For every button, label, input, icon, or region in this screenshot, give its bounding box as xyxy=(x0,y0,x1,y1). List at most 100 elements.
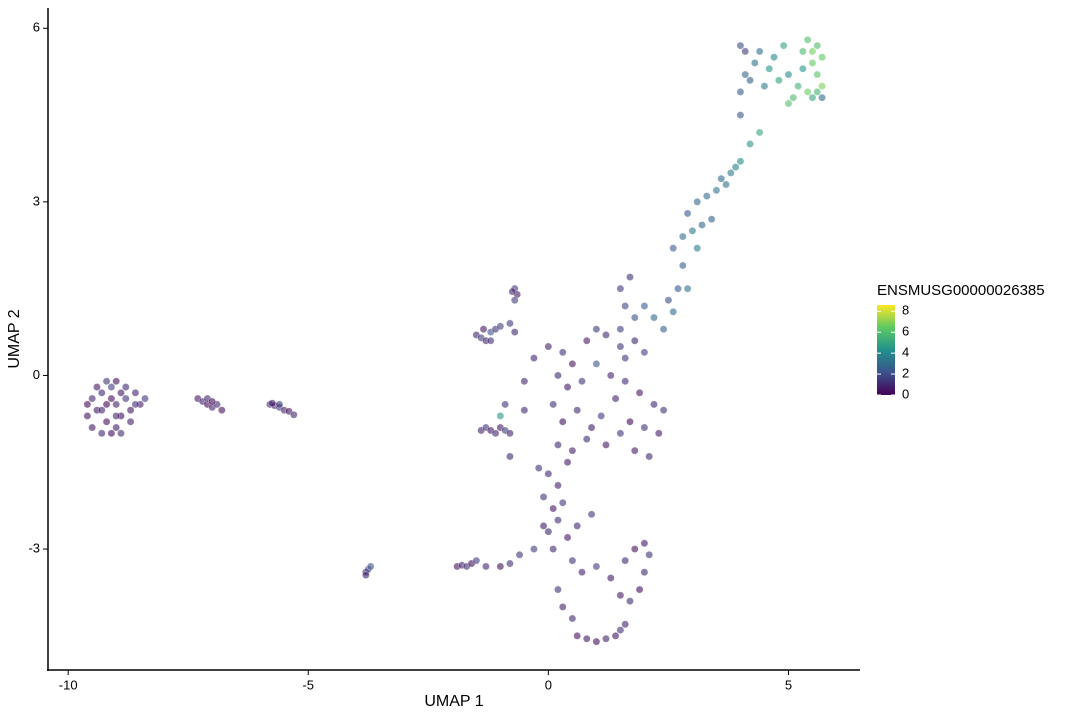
point xyxy=(683,284,692,293)
point xyxy=(760,82,769,91)
point xyxy=(621,302,630,310)
point xyxy=(208,397,217,406)
point xyxy=(112,400,121,409)
point xyxy=(621,620,630,629)
point xyxy=(755,128,764,137)
point xyxy=(779,41,788,50)
point xyxy=(626,273,634,281)
point xyxy=(554,481,562,490)
point xyxy=(746,140,754,148)
point xyxy=(798,47,807,56)
point xyxy=(578,377,586,386)
point xyxy=(97,429,106,438)
point xyxy=(486,336,495,345)
point xyxy=(736,41,745,50)
point xyxy=(539,522,548,530)
point xyxy=(626,417,634,426)
point xyxy=(217,406,226,415)
point xyxy=(482,562,490,571)
point xyxy=(121,383,130,391)
point xyxy=(102,417,111,426)
y-axis-title: UMAP 2 xyxy=(6,309,23,368)
point xyxy=(472,556,481,565)
point xyxy=(573,631,582,640)
point xyxy=(563,533,572,542)
colorbar-label: 8 xyxy=(902,303,909,318)
point xyxy=(558,498,567,507)
point xyxy=(640,302,649,310)
point xyxy=(621,556,630,565)
point xyxy=(808,59,817,67)
point xyxy=(97,388,106,397)
x-tick-label: -5 xyxy=(302,677,314,692)
point xyxy=(611,631,620,640)
point xyxy=(746,76,754,85)
point xyxy=(539,493,548,501)
point xyxy=(558,417,567,426)
point xyxy=(479,325,488,334)
colorbar-label: 2 xyxy=(902,366,909,381)
point xyxy=(496,412,505,420)
point xyxy=(707,215,716,224)
point xyxy=(366,562,375,571)
point xyxy=(107,429,116,438)
point xyxy=(141,394,149,403)
point xyxy=(549,545,558,553)
point xyxy=(578,568,586,577)
point xyxy=(582,435,591,444)
point xyxy=(592,637,601,646)
point xyxy=(712,186,721,195)
point xyxy=(774,76,783,85)
point xyxy=(112,377,121,386)
point xyxy=(587,423,596,432)
point xyxy=(640,423,649,432)
point xyxy=(654,429,663,438)
point xyxy=(93,383,101,391)
point xyxy=(563,458,572,467)
point xyxy=(630,545,639,553)
point xyxy=(573,406,582,415)
point xyxy=(268,399,277,408)
point xyxy=(520,377,529,386)
point xyxy=(544,527,553,536)
point xyxy=(549,504,558,513)
point xyxy=(616,325,625,334)
point xyxy=(510,296,519,305)
point xyxy=(808,47,817,56)
point xyxy=(789,93,798,102)
point xyxy=(554,440,562,449)
point xyxy=(606,574,615,582)
point xyxy=(755,47,764,56)
point xyxy=(496,322,505,331)
point xyxy=(683,209,692,218)
point xyxy=(731,163,740,172)
point xyxy=(818,82,826,91)
point xyxy=(698,221,706,229)
legend-title: ENSMUSG00000026385 xyxy=(877,282,1045,299)
point xyxy=(520,406,529,415)
point xyxy=(102,400,111,409)
point xyxy=(83,400,92,409)
point xyxy=(563,383,572,391)
point xyxy=(659,325,668,334)
point xyxy=(808,93,817,102)
point xyxy=(621,354,630,362)
point xyxy=(741,70,750,79)
point xyxy=(558,603,567,611)
point xyxy=(587,510,596,519)
point xyxy=(88,394,97,403)
point xyxy=(501,400,510,409)
point xyxy=(506,319,514,328)
point xyxy=(813,88,822,96)
point xyxy=(674,284,682,293)
point xyxy=(112,423,121,432)
point xyxy=(602,331,610,339)
point xyxy=(630,313,639,322)
point xyxy=(635,388,644,397)
y-tick-label: 0 xyxy=(33,367,40,382)
point xyxy=(289,410,298,419)
point xyxy=(645,550,654,559)
point xyxy=(544,342,553,351)
point xyxy=(630,446,639,455)
point xyxy=(83,412,92,420)
